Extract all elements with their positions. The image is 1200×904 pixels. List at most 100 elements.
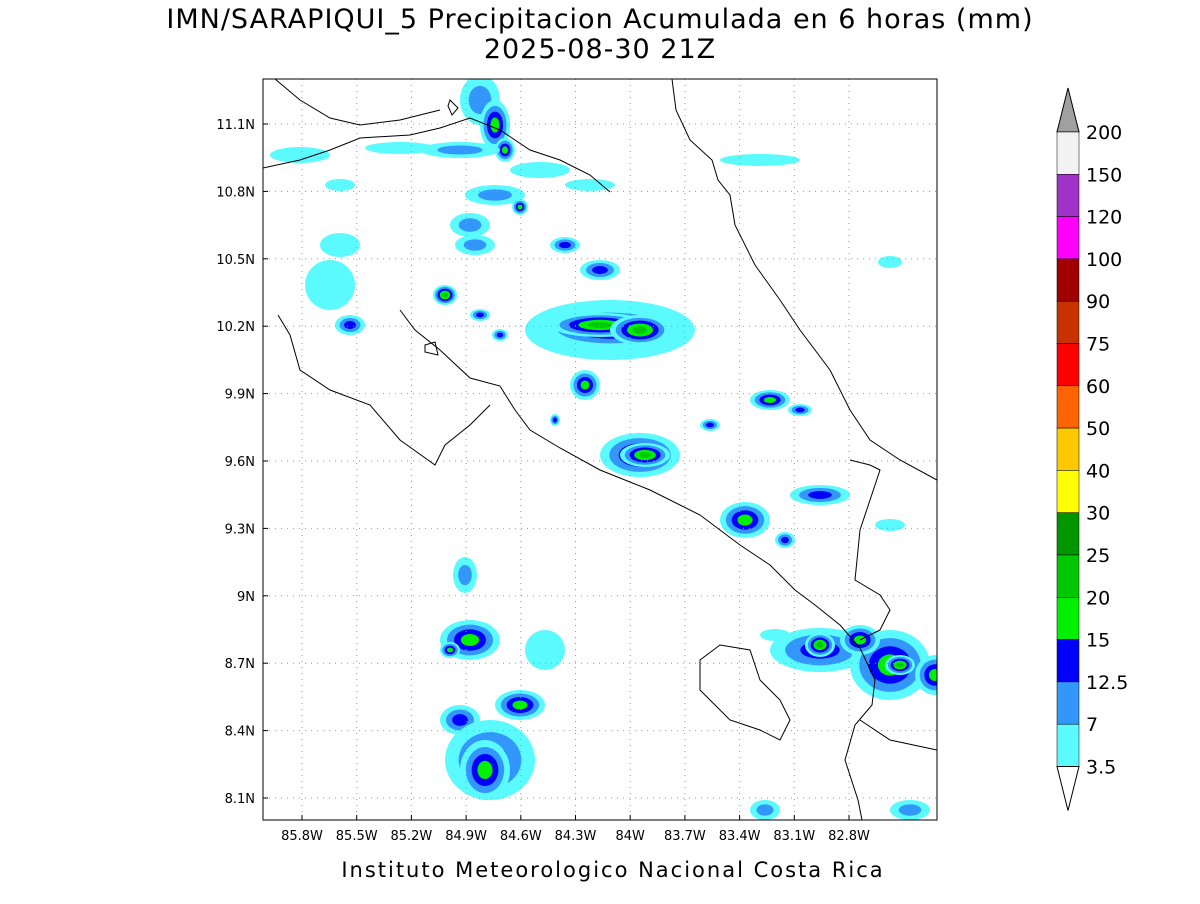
rain-area: [592, 266, 608, 274]
rain-area: [478, 189, 512, 201]
colorbar-label: 75: [1086, 334, 1110, 356]
lat-label: 10.5N: [216, 253, 255, 268]
colorbar-segment: [1056, 174, 1080, 217]
lon-label: 83.7W: [664, 829, 706, 844]
coastlines: [263, 79, 937, 820]
rain-area: [928, 668, 937, 682]
lon-label: 85.2W: [390, 829, 432, 844]
lat-label: 9.3N: [225, 522, 255, 537]
footer: Instituto Meteorologico Nacional Costa R…: [341, 858, 884, 882]
lat-label: 10.2N: [216, 320, 255, 335]
colorbar-segment: [1056, 300, 1080, 344]
rain-area: [477, 760, 493, 780]
colorbar-segment: [1056, 258, 1080, 302]
lat-label: 8.1N: [225, 792, 255, 807]
lon-label: 84.6W: [500, 829, 542, 844]
rain-area: [878, 256, 902, 268]
subtitle: 2025-08-30 21Z: [484, 34, 716, 65]
rain-area: [565, 179, 615, 191]
rain-area: [476, 312, 484, 318]
colorbar-label: 15: [1086, 630, 1110, 652]
colorbar-label: 50: [1086, 418, 1110, 440]
lon-label: 84.9W: [445, 829, 487, 844]
title: IMN/SARAPIQUI_5 Precipitacion Acumulada …: [166, 4, 1033, 35]
rain-area: [587, 322, 613, 328]
colorbar-segment: [1056, 554, 1080, 598]
colorbar-label: 25: [1086, 545, 1110, 567]
lat-label: 9N: [237, 590, 255, 605]
rain-area: [898, 804, 922, 816]
lon-label: 84.3W: [555, 829, 597, 844]
lat-label: 10.8N: [216, 185, 255, 200]
rain-area: [808, 491, 832, 499]
rain-area: [517, 204, 523, 210]
rain-area: [325, 179, 355, 191]
colorbar-segment: [1056, 385, 1080, 429]
rain-area: [720, 154, 800, 166]
rain-area: [270, 147, 330, 163]
rain-area: [458, 564, 472, 586]
colorbar-label: 150: [1086, 164, 1122, 186]
colorbar-segment: [1056, 681, 1080, 725]
colorbar-segment: [1056, 427, 1080, 471]
colorbar-segment: [1056, 131, 1080, 175]
lat-label: 11.1N: [216, 118, 255, 133]
rain-area: [875, 519, 905, 531]
precipitation: [270, 79, 937, 820]
colorbar-label: 3.5: [1086, 757, 1116, 779]
colorbar-label: 40: [1086, 460, 1110, 482]
colorbar-top: [1056, 87, 1080, 133]
colorbar-label: 7: [1086, 714, 1098, 736]
colorbar-label: 120: [1086, 207, 1122, 229]
lat-label: 8.7N: [225, 657, 255, 672]
rain-area: [460, 633, 480, 647]
colorbar-label: 12.5: [1086, 672, 1128, 694]
rain-area: [452, 714, 468, 726]
rain-area: [816, 642, 824, 648]
rain-area: [490, 117, 500, 133]
rain-area: [760, 629, 790, 641]
grid: [263, 79, 937, 820]
colorbar: 200 150 120 100 90 75 60 50 40 30 25 20 15 12.5 7 3.5: [1056, 87, 1128, 811]
colorbar-label: 200: [1086, 122, 1122, 144]
colorbar-label: 90: [1086, 291, 1110, 313]
map-frame: [262, 78, 938, 821]
rain-area: [512, 700, 528, 710]
colorbar-segment: [1056, 512, 1080, 556]
colorbar-segment: [1056, 597, 1080, 640]
rain-area: [763, 396, 777, 404]
rain-area: [305, 260, 355, 310]
rain-area: [446, 647, 454, 653]
rain-area: [320, 233, 360, 257]
lat-label: 9.9N: [225, 388, 255, 403]
colorbar-segment: [1056, 639, 1080, 683]
rain-area: [781, 536, 789, 544]
rain-area: [458, 218, 482, 232]
lon-label: 83.4W: [719, 829, 761, 844]
lon-label: 82.8W: [828, 829, 870, 844]
colorbar-segment: [1056, 470, 1080, 513]
rain-area: [501, 146, 509, 154]
rain-area: [510, 162, 570, 178]
rain-area: [737, 514, 753, 526]
rain-area: [580, 380, 590, 390]
rain-area: [496, 332, 504, 338]
rain-area: [638, 452, 652, 458]
lon-label: 85.5W: [336, 829, 378, 844]
colorbar-segment: [1056, 343, 1080, 387]
lat-label: 9.6N: [225, 455, 255, 470]
rain-area: [525, 630, 565, 670]
colorbar-segment: [1056, 216, 1080, 260]
colorbar-label: 30: [1086, 503, 1110, 525]
colorbar-bottom: [1056, 766, 1080, 811]
rain-area: [463, 239, 487, 251]
lon-label: 83.1W: [773, 829, 815, 844]
rain-area: [437, 145, 483, 155]
lon-label: 84W: [615, 829, 645, 844]
lat-label: 8.4N: [225, 725, 255, 740]
colorbar-label: 60: [1086, 376, 1110, 398]
rain-area: [559, 241, 571, 249]
rain-area: [442, 292, 448, 298]
lon-label: 85.8W: [281, 829, 323, 844]
